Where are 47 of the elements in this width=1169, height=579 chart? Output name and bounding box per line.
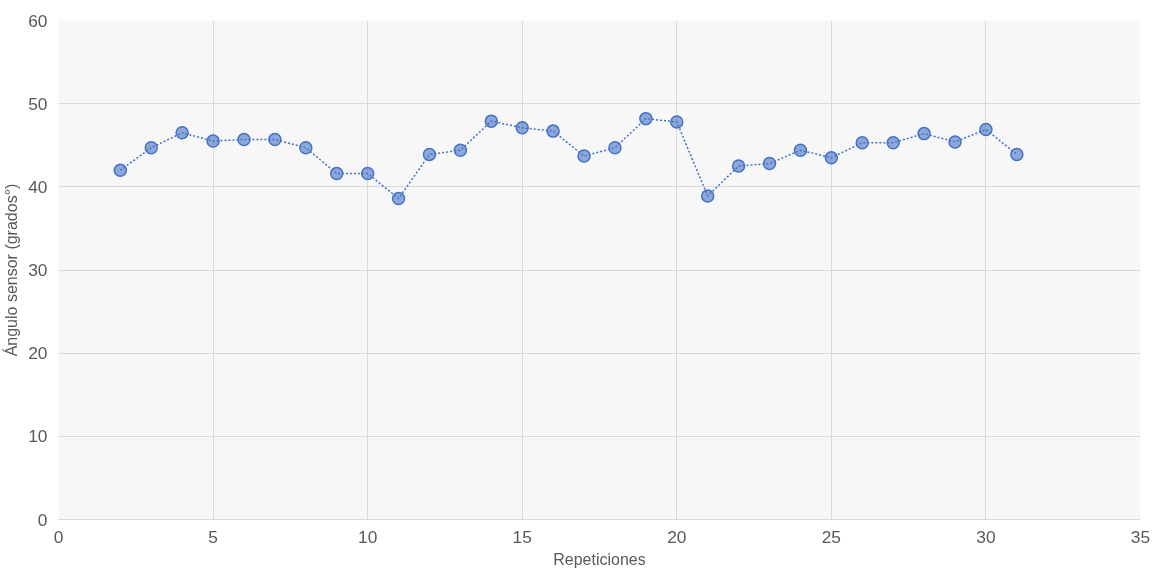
point	[762, 156, 777, 171]
point	[360, 166, 375, 181]
point	[886, 136, 900, 150]
point	[577, 149, 591, 163]
x-tick-label: 10	[358, 526, 378, 547]
y-tick-label: 30	[28, 260, 48, 280]
point	[979, 122, 993, 137]
point	[484, 114, 499, 128]
y-tick-label: 40	[28, 176, 48, 197]
point	[206, 134, 220, 148]
point	[237, 132, 251, 147]
point	[422, 147, 437, 162]
point	[329, 166, 344, 181]
x-tick-label: 15	[512, 526, 532, 547]
y-tick-label: 0	[37, 509, 48, 530]
point	[1010, 147, 1024, 162]
point	[391, 191, 406, 206]
x-tick-label: 0	[53, 526, 64, 547]
point	[824, 150, 839, 165]
point	[515, 121, 529, 135]
x-tick-label: 30	[976, 526, 996, 547]
x-tick-label: 20	[667, 526, 687, 547]
point	[700, 189, 715, 203]
point	[948, 135, 962, 149]
point	[113, 163, 128, 177]
x-axis-title: Repeticiones	[553, 550, 646, 568]
point	[731, 159, 746, 173]
point	[453, 143, 468, 157]
point	[175, 126, 189, 140]
x-tick-label: 25	[821, 526, 841, 547]
x-tick-label: 35	[1130, 526, 1151, 547]
x-tick-label: 5	[208, 526, 218, 547]
point	[639, 111, 653, 126]
y-tick-label: 20	[28, 343, 48, 364]
point	[608, 141, 622, 155]
point	[546, 124, 560, 138]
point	[855, 136, 870, 150]
point	[299, 141, 313, 155]
point	[144, 141, 158, 155]
y-tick-label: 60	[28, 10, 48, 31]
point	[670, 115, 684, 129]
y-tick-label: 10	[28, 426, 48, 447]
y-tick-label: 50	[28, 93, 48, 114]
y-axis-title: Ángulo sensor (grados°)	[2, 183, 21, 357]
point	[793, 143, 808, 157]
point	[917, 126, 931, 141]
point	[268, 132, 282, 147]
